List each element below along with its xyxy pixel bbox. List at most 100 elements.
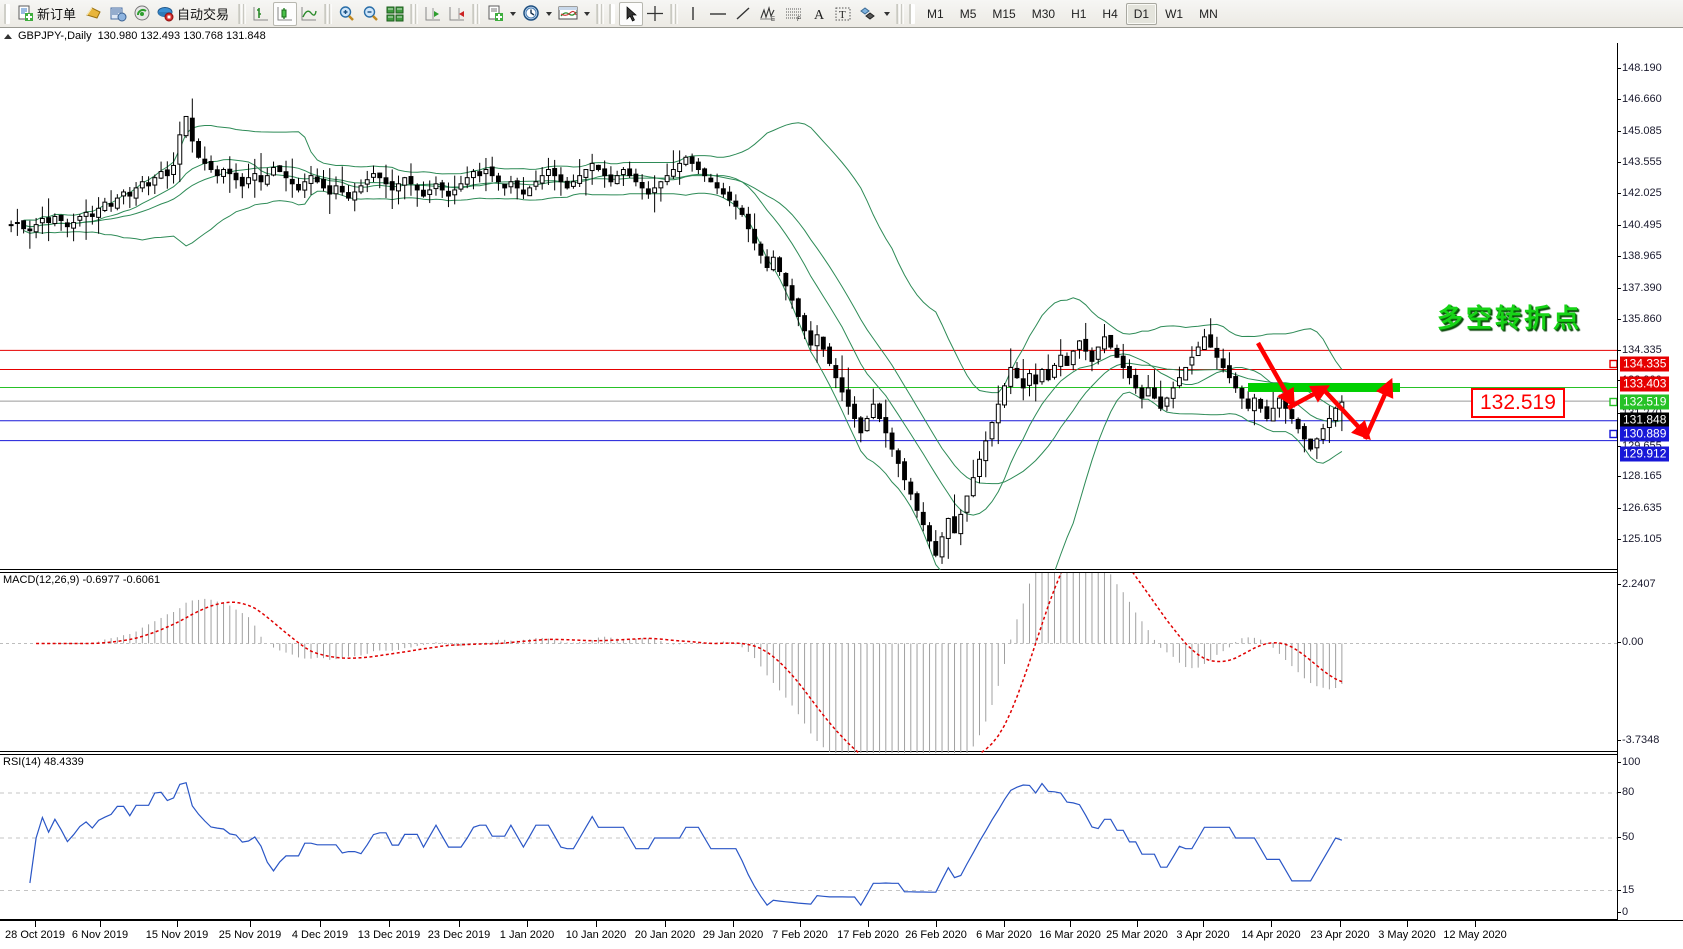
price-marker-label[interactable]: 131.848 — [1620, 412, 1670, 428]
auto-scroll-icon[interactable] — [445, 2, 469, 26]
timeframe-h1[interactable]: H1 — [1071, 6, 1087, 21]
price-marker-label[interactable]: 132.519 — [1620, 394, 1670, 410]
price-tickmark — [1618, 379, 1621, 381]
macd-tick-label: 0.00 — [1622, 636, 1644, 649]
time-tickmark — [868, 921, 869, 927]
crosshair-icon[interactable] — [643, 2, 667, 26]
time-tick-label: 14 Apr 2020 — [1241, 929, 1301, 941]
timeframe-m5[interactable]: M5 — [959, 6, 977, 21]
candle-chart-icon[interactable] — [273, 1, 298, 26]
price-marker-label[interactable]: 130.889 — [1620, 426, 1670, 442]
price-tickmark — [1618, 350, 1621, 352]
rsi-tickmark — [1618, 762, 1621, 763]
tile-windows-icon[interactable] — [383, 2, 407, 26]
new-order-label: 新订单 — [37, 8, 77, 23]
chevron-down-icon[interactable] — [546, 11, 553, 16]
zoom-in-icon[interactable] — [335, 2, 359, 26]
toolbar-grip[interactable] — [4, 3, 10, 24]
time-tick-label: 23 Apr 2020 — [1310, 929, 1370, 941]
price-tick-label: 142.025 — [1622, 187, 1662, 200]
toolbar-separator — [670, 3, 679, 24]
elliott-icon[interactable]: E — [755, 2, 781, 26]
timeframe-m15[interactable]: M15 — [992, 6, 1016, 21]
vline-icon[interactable] — [681, 2, 705, 26]
symbol-bar: GBPJPY-,Daily 130.980 132.493 130.768 13… — [0, 29, 1683, 43]
collapse-triangle-icon[interactable] — [4, 33, 12, 39]
fibo-icon[interactable]: F — [781, 2, 807, 26]
time-tickmark — [1203, 921, 1204, 927]
price-tick-label: 148.190 — [1622, 61, 1662, 74]
indicators-icon[interactable] — [82, 2, 106, 26]
text-icon[interactable]: A — [807, 2, 831, 26]
autotrade-label: 自动交易 — [177, 8, 230, 23]
macd-tick-label: -3.7348 — [1622, 734, 1660, 746]
timeframe-mn[interactable]: MN — [1199, 6, 1218, 21]
time-tickmark — [1070, 921, 1071, 927]
price-tickmark — [1618, 538, 1621, 540]
price-marker-label[interactable]: 134.335 — [1620, 356, 1670, 372]
time-tickmark — [459, 921, 460, 927]
time-tick-label: 25 Nov 2019 — [218, 929, 282, 941]
price-axis[interactable]: 148.190 146.660 145.085 143.555 142.025 140.4… — [1617, 43, 1683, 920]
chart-shift-icon[interactable] — [421, 2, 445, 26]
period-icon[interactable] — [519, 2, 543, 26]
chevron-down-icon[interactable] — [884, 11, 891, 16]
hline-icon[interactable] — [705, 2, 731, 26]
trendline-icon[interactable] — [731, 2, 755, 26]
time-tick-label: 23 Dec 2019 — [427, 929, 491, 941]
timeframe-h4[interactable]: H4 — [1102, 6, 1118, 21]
macd-pane[interactable]: MACD(12,26,9) -0.6977 -0.6061 — [0, 572, 1617, 753]
market-watch-icon[interactable] — [106, 2, 130, 26]
zoom-out-icon[interactable] — [359, 2, 383, 26]
price-callout: 132.519 — [1471, 388, 1565, 418]
autotrade-icon[interactable]: 自动交易 — [154, 2, 235, 26]
price-tick-label: 135.860 — [1622, 313, 1662, 326]
price-tickmark — [1618, 131, 1621, 133]
bar-chart-icon[interactable] — [249, 2, 273, 26]
macd-plot — [0, 573, 1617, 753]
time-tickmark — [1407, 921, 1408, 927]
toolbar-separator — [472, 3, 481, 24]
rsi-tick-label: 100 — [1622, 756, 1641, 768]
toolbar-grip-2[interactable] — [609, 3, 616, 24]
timeframe-d1[interactable]: D1 — [1125, 2, 1158, 25]
timeframe-m30[interactable]: M30 — [1031, 6, 1056, 21]
templates-icon[interactable] — [555, 2, 581, 26]
rsi-plot — [0, 781, 1617, 907]
chevron-down-icon[interactable] — [510, 11, 517, 16]
rsi-tickmark — [1618, 912, 1621, 913]
signals-icon[interactable] — [130, 2, 154, 26]
add-indicator-icon[interactable] — [483, 2, 507, 26]
textlabel-icon[interactable]: T — [831, 2, 855, 26]
macd-tickmark — [1618, 642, 1621, 644]
price-marker-label[interactable]: 133.403 — [1620, 376, 1670, 392]
price-pane[interactable] — [0, 43, 1617, 570]
rsi-pane[interactable]: RSI(14) 48.4339 — [0, 754, 1617, 920]
macd-title: MACD(12,26,9) -0.6977 -0.6061 — [3, 574, 161, 586]
time-tick-label: 3 Apr 2020 — [1176, 929, 1230, 941]
time-tickmark — [665, 921, 666, 927]
macd-tickmark — [1618, 740, 1621, 741]
toolbar-grip-3[interactable] — [909, 3, 916, 24]
time-tick-label: 15 Nov 2019 — [145, 929, 209, 941]
price-tick-label: 128.165 — [1622, 470, 1662, 483]
timeframe-m1[interactable]: M1 — [927, 6, 944, 21]
rsi-tickmark — [1618, 889, 1621, 891]
time-axis[interactable]: 28 Oct 2019 6 Nov 2019 15 Nov 2019 25 Nov 2… — [0, 920, 1683, 949]
time-tick-label: 4 Dec 2019 — [291, 929, 349, 941]
timeframe-w1[interactable]: W1 — [1165, 6, 1184, 21]
time-tickmark — [177, 921, 178, 927]
time-tickmark — [800, 921, 801, 927]
price-marker-label[interactable]: 129.912 — [1620, 446, 1670, 462]
chevron-down-icon[interactable] — [584, 11, 591, 16]
new-order-button[interactable]: 新订单 — [14, 2, 82, 26]
line-chart-icon[interactable] — [297, 2, 321, 26]
shapes-icon[interactable] — [855, 2, 881, 26]
symbol-name: GBPJPY-,Daily — [18, 30, 92, 42]
cursor-icon[interactable] — [619, 1, 644, 26]
rsi-tickmark — [1618, 837, 1621, 838]
chart-area[interactable]: MACD(12,26,9) -0.6977 -0.6061 RSI(14) 48… — [0, 43, 1683, 920]
time-tickmark — [320, 921, 321, 927]
time-tick-label: 16 Mar 2020 — [1039, 929, 1101, 941]
